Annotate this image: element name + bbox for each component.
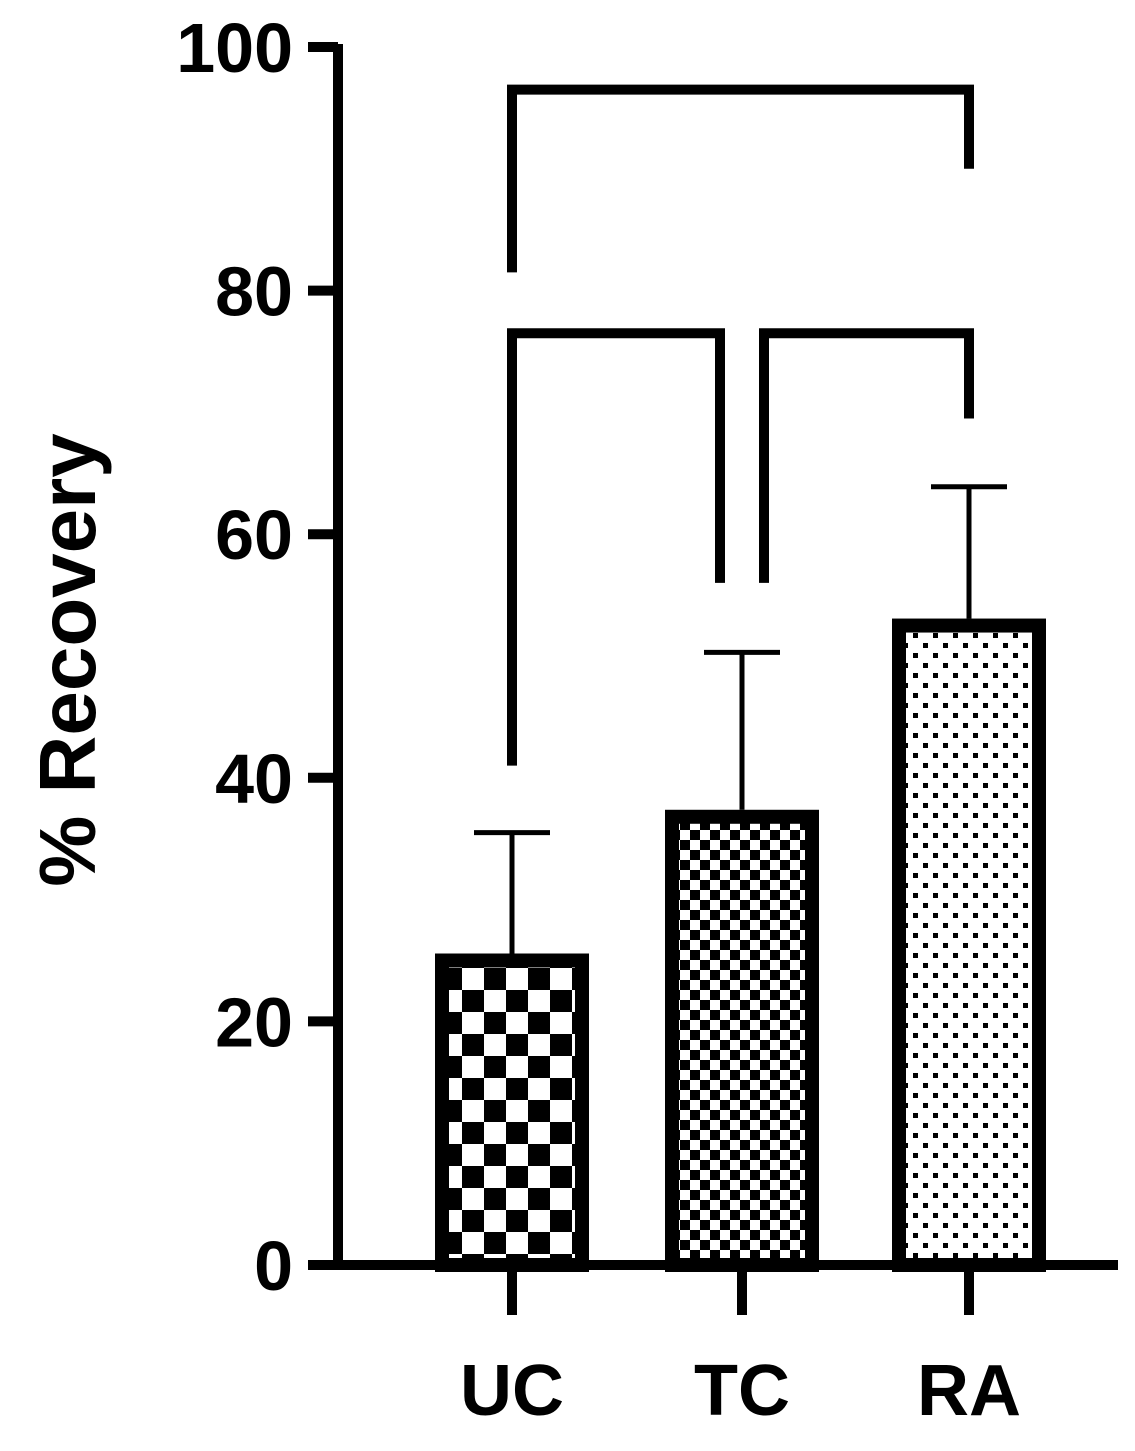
y-tick-label: 0 — [254, 1227, 293, 1305]
bar-uc — [435, 953, 589, 1272]
x-tick-label-ra: RA — [917, 1351, 1021, 1431]
y-axis-title: % Recovery — [23, 433, 112, 887]
y-tick-label: 20 — [215, 983, 293, 1061]
y-tick-label: 60 — [215, 496, 293, 574]
bracket-tc-ra — [759, 328, 974, 583]
x-tick-label-tc: TC — [694, 1351, 790, 1431]
bar-tc — [665, 809, 819, 1272]
bars — [435, 618, 1046, 1272]
y-tick-label: 40 — [215, 740, 293, 818]
y-tick-label: 80 — [215, 253, 293, 331]
y-axis — [308, 42, 343, 1270]
bar-ra — [892, 618, 1046, 1272]
significance-brackets — [507, 84, 974, 766]
x-tick-label-uc: UC — [460, 1351, 564, 1431]
y-tick-label: 100 — [176, 9, 293, 87]
labels: 0 20 40 60 80 100 UC TC RA — [176, 9, 1021, 1431]
x-axis — [313, 1260, 1118, 1315]
bracket-uc-tc — [507, 328, 725, 766]
error-bars — [474, 484, 1007, 954]
bracket-uc-ra — [507, 84, 974, 273]
